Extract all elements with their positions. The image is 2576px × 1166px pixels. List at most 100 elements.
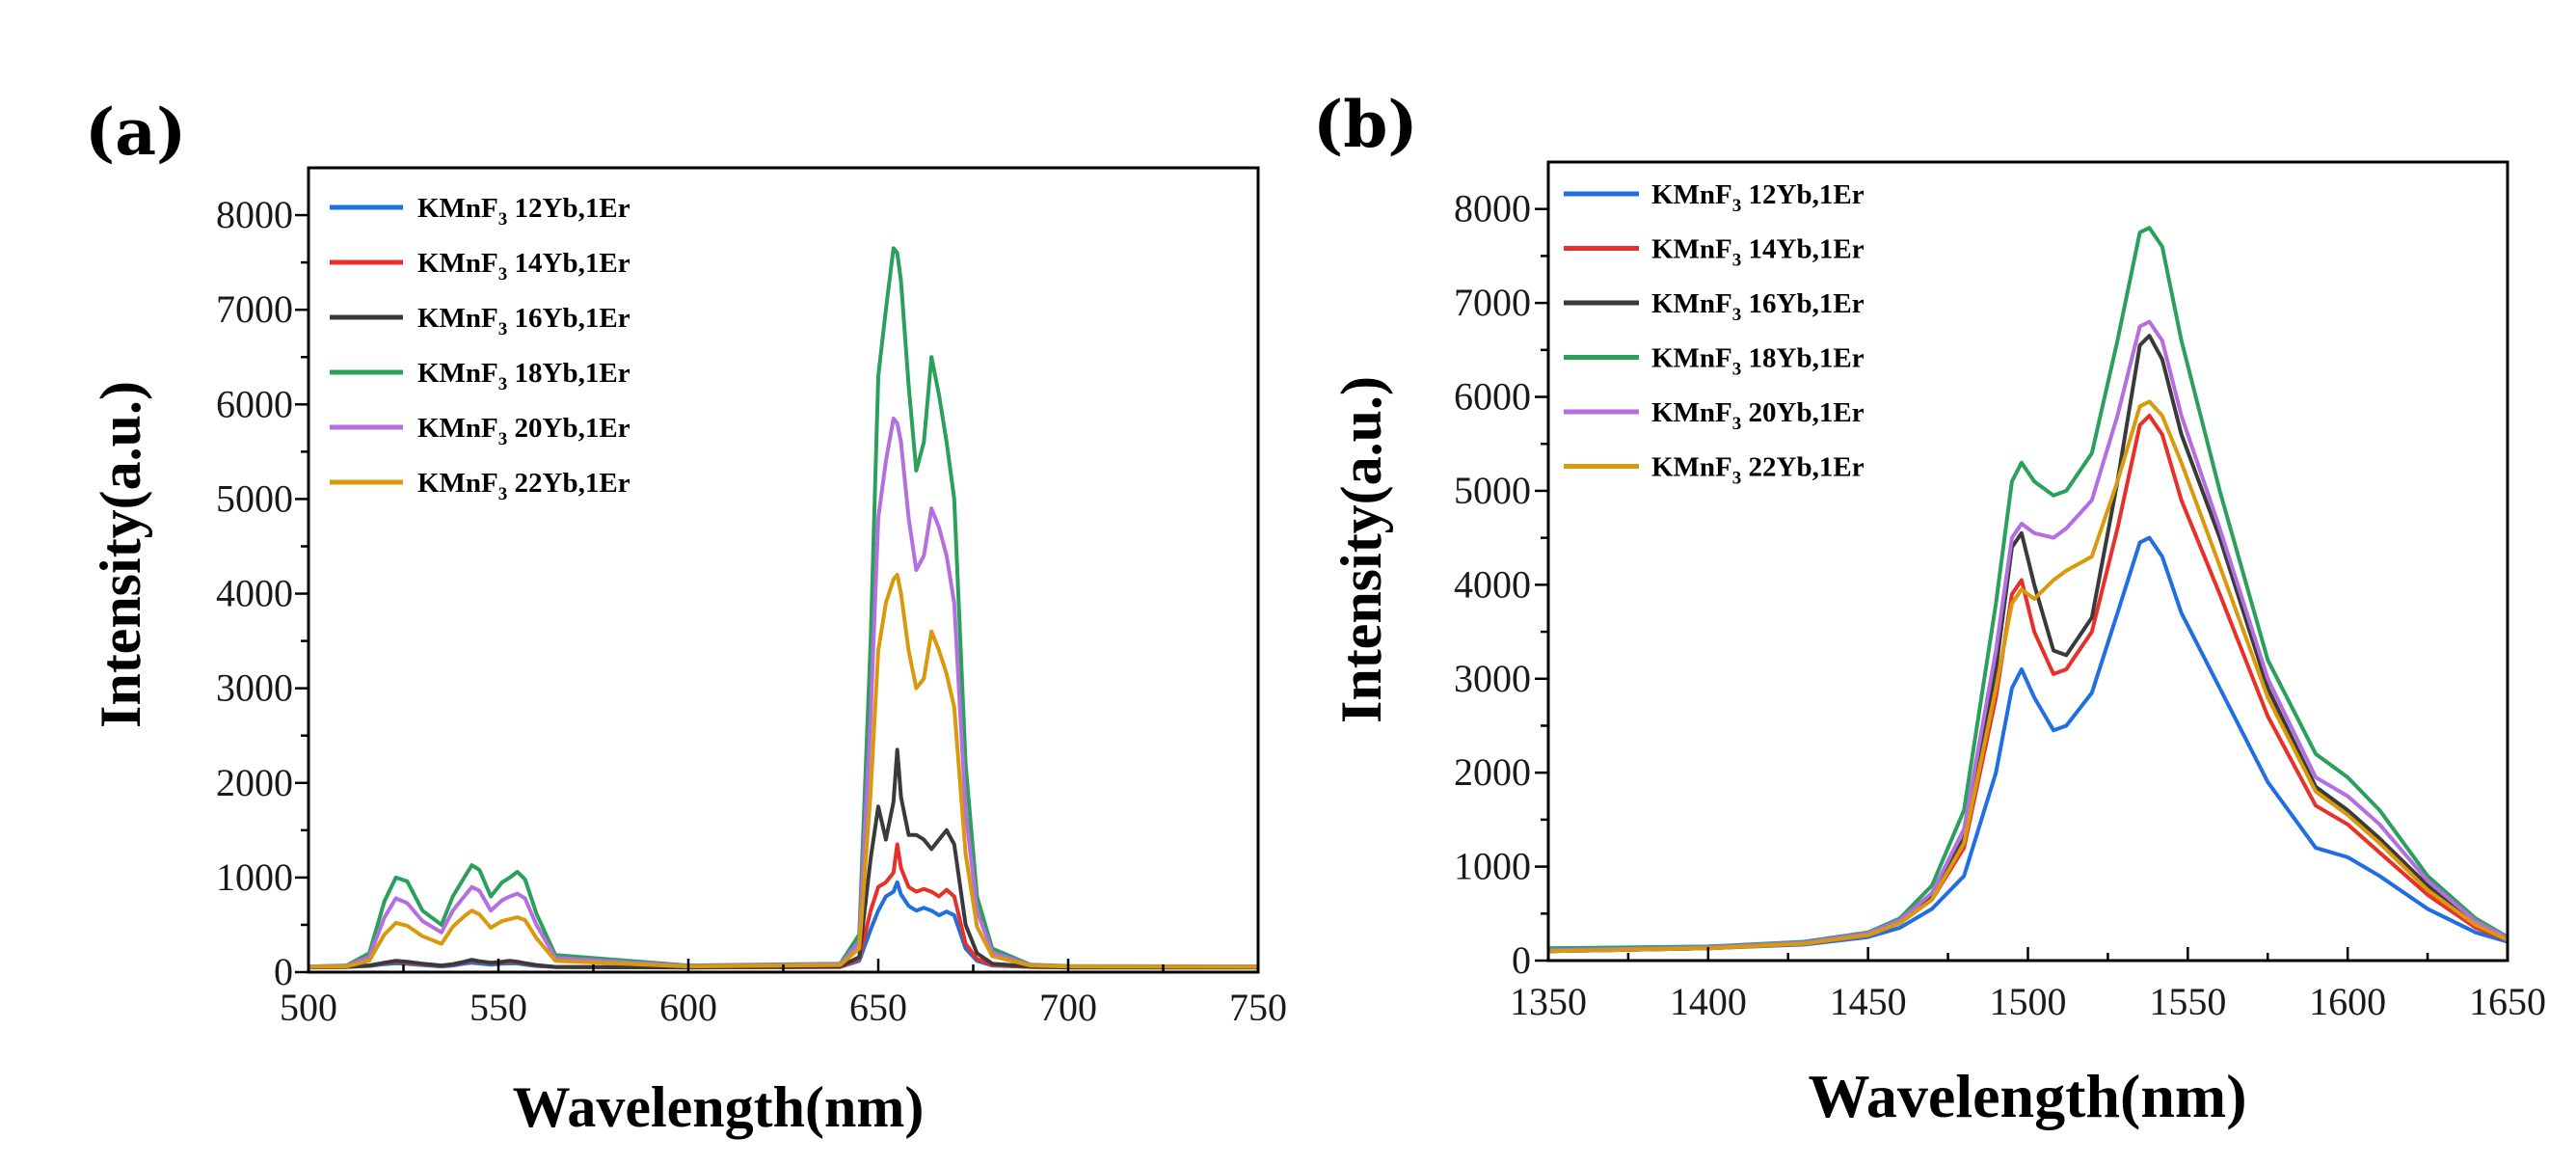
legend-label: KMnF3 18Yb,1Er bbox=[417, 358, 631, 394]
chart-panel-a: (a) 500 550 600 650 700 750010002000300040005… bbox=[85, 95, 1287, 1139]
legend-label-prefix: KMnF bbox=[417, 248, 498, 279]
legend-label-prefix: KMnF bbox=[1651, 288, 1732, 319]
y-tick-label: 7000 bbox=[216, 287, 293, 331]
y-tick-label: 8000 bbox=[1454, 187, 1531, 230]
legend-label-suffix: 14Yb,1Er bbox=[507, 248, 630, 279]
y-axis-title-a: Intensity(a.u.) bbox=[89, 381, 152, 728]
legend-label-prefix: KMnF bbox=[417, 193, 498, 224]
x-tick-label: 1500 bbox=[1990, 980, 2067, 1023]
y-tick-label: 6000 bbox=[1454, 375, 1531, 419]
y-tick-label: 4000 bbox=[216, 572, 293, 615]
legend-label: KMnF3 14Yb,1Er bbox=[1651, 234, 1865, 271]
legend-label-suffix: 22Yb,1Er bbox=[1741, 452, 1864, 483]
panel-label-a: (a) bbox=[85, 95, 186, 170]
legend-label-suffix: 22Yb,1Er bbox=[507, 468, 630, 499]
y-tick-label: 3000 bbox=[216, 666, 293, 710]
y-tick-label: 1000 bbox=[216, 855, 293, 899]
legend-label-suffix: 14Yb,1Er bbox=[1741, 234, 1864, 265]
legend-label-prefix: KMnF bbox=[1651, 343, 1732, 374]
y-tick-label: 4000 bbox=[1454, 562, 1531, 606]
legend-label-prefix: KMnF bbox=[1651, 179, 1732, 210]
chart-panel-b: (b) 1350 1400 1450 1500 1550 1600 1650 0 1000 200… bbox=[1313, 87, 2546, 1130]
legend-label: KMnF3 18Yb,1Er bbox=[1651, 343, 1865, 380]
x-tick-label: 1450 bbox=[1830, 980, 1907, 1023]
legend-label-subscript: 3 bbox=[498, 319, 508, 339]
legend-label-suffix: 16Yb,1Er bbox=[1741, 288, 1864, 319]
legend-label-subscript: 3 bbox=[498, 374, 508, 394]
legend-label-subscript: 3 bbox=[498, 209, 508, 230]
legend-label: KMnF3 22Yb,1Er bbox=[1651, 452, 1865, 489]
legend-label-subscript: 3 bbox=[498, 429, 508, 449]
legend-label: KMnF3 20Yb,1Er bbox=[417, 413, 631, 449]
series-line-4 bbox=[1548, 226, 2508, 951]
series-line-6 bbox=[1548, 399, 2508, 954]
legend-label-prefix: KMnF bbox=[1651, 234, 1732, 265]
x-tick-label: 700 bbox=[1039, 986, 1097, 1029]
legend-label-subscript: 3 bbox=[498, 264, 508, 285]
legend-label-subscript: 3 bbox=[1732, 251, 1742, 271]
plot-area-a: 500 550 600 650 700 750 0 1000 2000 3000 4000 5000 6… bbox=[216, 166, 1287, 1029]
x-tick-label: 1350 bbox=[1510, 980, 1587, 1023]
legend-label-prefix: KMnF bbox=[417, 413, 498, 444]
legend-label: KMnF3 20Yb,1Er bbox=[1651, 397, 1865, 434]
legend-label-prefix: KMnF bbox=[1651, 452, 1732, 483]
legend-label: KMnF3 16Yb,1Er bbox=[417, 303, 631, 339]
legend-label-subscript: 3 bbox=[1732, 196, 1742, 216]
x-tick-label: 650 bbox=[849, 986, 907, 1029]
legend-label-subscript: 3 bbox=[498, 484, 508, 504]
y-tick-label: 2000 bbox=[216, 761, 293, 804]
legend-label-suffix: 20Yb,1Er bbox=[1741, 397, 1864, 428]
y-tick-label: 7000 bbox=[1454, 281, 1531, 324]
legend-label-prefix: KMnF bbox=[417, 303, 498, 334]
x-axis-title-b: Wavelength(nm) bbox=[1808, 1062, 2246, 1130]
legend-label-subscript: 3 bbox=[1732, 414, 1742, 434]
series-line-1 bbox=[1548, 535, 2508, 954]
y-tick-label: 1000 bbox=[1454, 845, 1531, 888]
x-tick-label: 550 bbox=[470, 986, 527, 1029]
x-axis-title-a: Wavelength(nm) bbox=[513, 1075, 925, 1139]
x-tick-label: 1650 bbox=[2469, 980, 2546, 1023]
legend-label-suffix: 18Yb,1Er bbox=[507, 358, 630, 389]
x-tick-label: 1600 bbox=[2309, 980, 2386, 1023]
legend-label-suffix: 12Yb,1Er bbox=[1741, 179, 1864, 210]
legend-label-prefix: KMnF bbox=[417, 358, 498, 389]
legend-label-suffix: 16Yb,1Er bbox=[507, 303, 630, 334]
x-tick-label: 1400 bbox=[1670, 980, 1747, 1023]
y-tick-label: 8000 bbox=[216, 193, 293, 236]
x-tick-label: 750 bbox=[1229, 986, 1287, 1029]
y-tick-label: 2000 bbox=[1454, 750, 1531, 794]
legend-label-suffix: 20Yb,1Er bbox=[507, 413, 630, 444]
panel-label-b: (b) bbox=[1313, 87, 1418, 162]
legend-label: KMnF3 16Yb,1Er bbox=[1651, 288, 1865, 325]
legend-label-subscript: 3 bbox=[1732, 305, 1742, 325]
series-line-5 bbox=[309, 417, 1258, 969]
y-tick-label: 6000 bbox=[216, 382, 293, 425]
legend-label-subscript: 3 bbox=[1732, 469, 1742, 489]
y-tick-label: 5000 bbox=[1454, 469, 1531, 512]
legend-label: KMnF3 12Yb,1Er bbox=[1651, 179, 1865, 216]
legend-label-prefix: KMnF bbox=[417, 468, 498, 499]
legend-label: KMnF3 14Yb,1Er bbox=[417, 248, 631, 285]
plot-frame bbox=[307, 166, 1260, 974]
x-tick-label: 600 bbox=[659, 986, 717, 1029]
series-line-1 bbox=[309, 880, 1258, 970]
series-line-3 bbox=[309, 747, 1258, 970]
y-tick-label: 5000 bbox=[216, 476, 293, 520]
legend-label-suffix: 12Yb,1Er bbox=[507, 193, 630, 224]
x-tick-label: 1550 bbox=[2149, 980, 2226, 1023]
series-line-5 bbox=[1548, 319, 2508, 953]
legend-label-prefix: KMnF bbox=[1651, 397, 1732, 428]
x-tick-label: 500 bbox=[280, 986, 337, 1029]
plot-area-b: 1350 1400 1450 1500 1550 1600 1650 0 1000 2000 300… bbox=[1454, 160, 2546, 1023]
series-group bbox=[309, 246, 1258, 970]
series-group bbox=[1548, 226, 2508, 954]
y-tick-label: 3000 bbox=[1454, 657, 1531, 700]
series-line-6 bbox=[309, 572, 1258, 969]
legend-label: KMnF3 12Yb,1Er bbox=[417, 193, 631, 230]
legend-label-subscript: 3 bbox=[1732, 360, 1742, 380]
legend-label: KMnF3 22Yb,1Er bbox=[417, 468, 631, 504]
y-axis-title-b: Intensity(a.u.) bbox=[1329, 376, 1393, 723]
